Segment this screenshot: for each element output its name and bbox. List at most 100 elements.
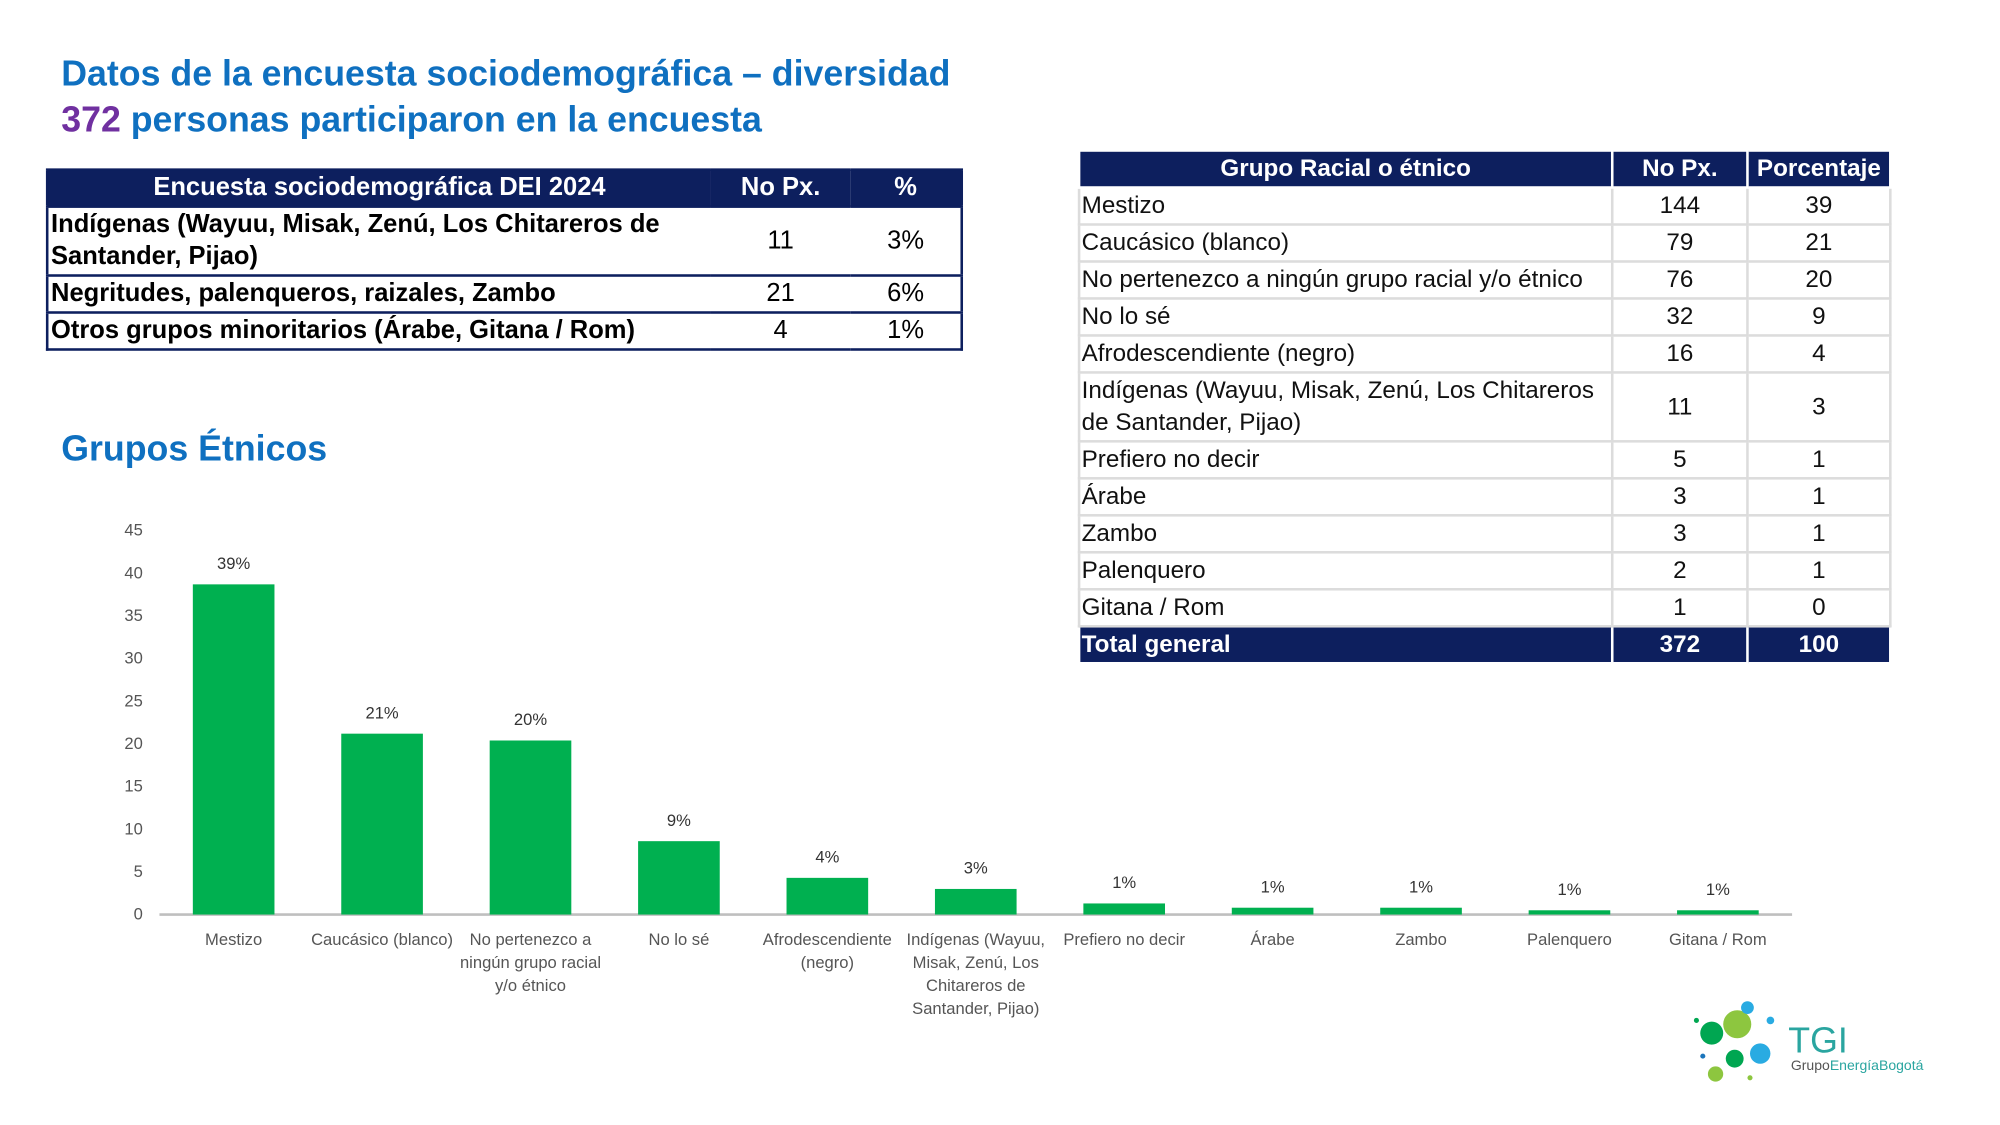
row: Prefiero no decir 5 1 (1077, 440, 1892, 480)
cell: 1 (1746, 477, 1892, 517)
data-label: 1% (1409, 877, 1433, 896)
row: Caucásico (blanco) 79 21 (1077, 223, 1892, 263)
cell: Árabe (1077, 477, 1614, 517)
column-header: % (850, 168, 962, 207)
row: Indígenas (Wayuu, Misak, Zenú, Los Chita… (47, 205, 962, 276)
row: Zambo 3 1 (1077, 514, 1892, 554)
data-label: 1% (1261, 877, 1285, 896)
bar (1083, 903, 1166, 915)
column-header: Grupo Racial o étnico (1077, 149, 1614, 189)
y-tick-label: 10 (124, 819, 142, 838)
column-header: No Px. (710, 168, 851, 207)
y-tick-label: 5 (134, 862, 143, 881)
title: Datos de la encuesta sociodemográfica – … (61, 53, 951, 94)
cell: Otros grupos minoritarios (Árabe, Gitana… (47, 311, 711, 350)
cell: Mestizo (1077, 186, 1614, 226)
cell: 5 (1610, 440, 1749, 480)
row: Gitana / Rom 1 0 (1077, 588, 1892, 628)
logo-brand-b: EnergíaBogotá (1829, 1058, 1924, 1074)
row: Árabe 3 1 (1077, 477, 1892, 517)
cell: 39 (1746, 186, 1892, 226)
cell: 20 (1746, 260, 1892, 300)
cell: 3 (1746, 371, 1892, 443)
cell: Indígenas (Wayuu, Misak, Zenú, Los Chita… (1077, 371, 1614, 443)
y-tick-label: 35 (124, 606, 142, 625)
data-label: 20% (514, 710, 547, 729)
data-label: 39% (217, 554, 250, 573)
cell: 4 (1746, 334, 1892, 374)
header-row: Grupo Racial o étnico No Px. Porcentaje (1077, 149, 1892, 189)
cell: 1 (1746, 551, 1892, 591)
total-cell: Total general (1077, 624, 1614, 665)
column-header: No Px. (1610, 149, 1749, 189)
x-tick-label: Gitana / Rom (1669, 929, 1767, 949)
cell: 9 (1746, 297, 1892, 337)
row: No pertenezco a ningún grupo racial y/o … (1077, 260, 1892, 300)
cell: 1% (850, 311, 962, 350)
y-tick-label: 25 (124, 691, 142, 710)
data-label: 4% (815, 848, 839, 867)
participant-count: 372 (61, 99, 121, 140)
cell: 3% (850, 205, 962, 276)
cell: 16 (1610, 334, 1749, 374)
data-label: 1% (1706, 880, 1730, 899)
header-row: Encuesta sociodemográfica DEI 2024 No Px.… (47, 168, 962, 207)
column-header: Encuesta sociodemográfica DEI 2024 (47, 168, 711, 207)
chart-title: Grupos Étnicos (61, 428, 328, 469)
bar (489, 740, 572, 915)
total-cell: 100 (1746, 624, 1892, 665)
data-label: 1% (1112, 873, 1136, 892)
row: Indígenas (Wayuu, Misak, Zenú, Los Chita… (1077, 371, 1892, 443)
x-tick-label: Indígenas (Wayuu, Misak, Zenú, Los Chita… (906, 929, 1046, 1018)
bar (1231, 907, 1314, 915)
column-header: Porcentaje (1746, 149, 1892, 189)
row: No lo sé 32 9 (1077, 297, 1892, 337)
total-row: Total general 372 100 (1077, 624, 1892, 665)
x-tick-label: Afrodescendiente (negro) (762, 929, 892, 972)
bar (638, 841, 720, 915)
x-tick-label: Palenquero (1527, 929, 1612, 949)
cell: Gitana / Rom (1077, 588, 1614, 628)
row: Mestizo 144 39 (1077, 186, 1892, 226)
logo-brand: GrupoEnergíaBogotá (1791, 1059, 1924, 1074)
cell: 79 (1610, 223, 1749, 263)
x-tick-label: Árabe (1250, 929, 1295, 949)
subtitle-line: 372 personas participaron en la encuesta (61, 97, 950, 143)
cell: Afrodescendiente (negro) (1077, 334, 1614, 374)
cell: 2 (1610, 551, 1749, 591)
x-tick-label: No lo sé (648, 929, 710, 949)
total-cell: 372 (1610, 624, 1749, 665)
y-tick-label: 30 (124, 649, 142, 668)
y-tick-label: 0 (134, 905, 143, 924)
summary-table: Encuesta sociodemográfica DEI 2024 No Px.… (45, 168, 964, 351)
cell: Prefiero no decir (1077, 440, 1614, 480)
cell: 0 (1746, 588, 1892, 628)
cell: Zambo (1077, 514, 1614, 554)
cell: Palenquero (1077, 551, 1614, 591)
cell: 1 (1610, 588, 1749, 628)
bar (192, 584, 275, 915)
x-tick-label: No pertenezco a ningún grupo racial y/o … (459, 929, 602, 995)
data-label: 3% (964, 859, 988, 878)
x-tick-label: Mestizo (205, 929, 263, 949)
data-label: 1% (1557, 880, 1581, 899)
y-tick-label: 15 (124, 777, 142, 796)
x-tick-label: Zambo (1395, 929, 1447, 949)
cell: 4 (710, 311, 851, 350)
cell: 21 (1746, 223, 1892, 263)
row: Palenquero 2 1 (1077, 551, 1892, 591)
cell: Indígenas (Wayuu, Misak, Zenú, Los Chita… (47, 205, 711, 276)
cell: Negritudes, palenqueros, raizales, Zambo (47, 274, 711, 313)
data-label: 9% (667, 811, 691, 830)
cell: 1 (1746, 514, 1892, 554)
bar (1528, 910, 1611, 915)
bar (341, 733, 423, 915)
logo-name: TGI (1788, 1020, 1848, 1060)
cell: 11 (1610, 371, 1749, 443)
cell: 11 (710, 205, 851, 276)
x-tick-label: Caucásico (blanco) (311, 929, 454, 949)
